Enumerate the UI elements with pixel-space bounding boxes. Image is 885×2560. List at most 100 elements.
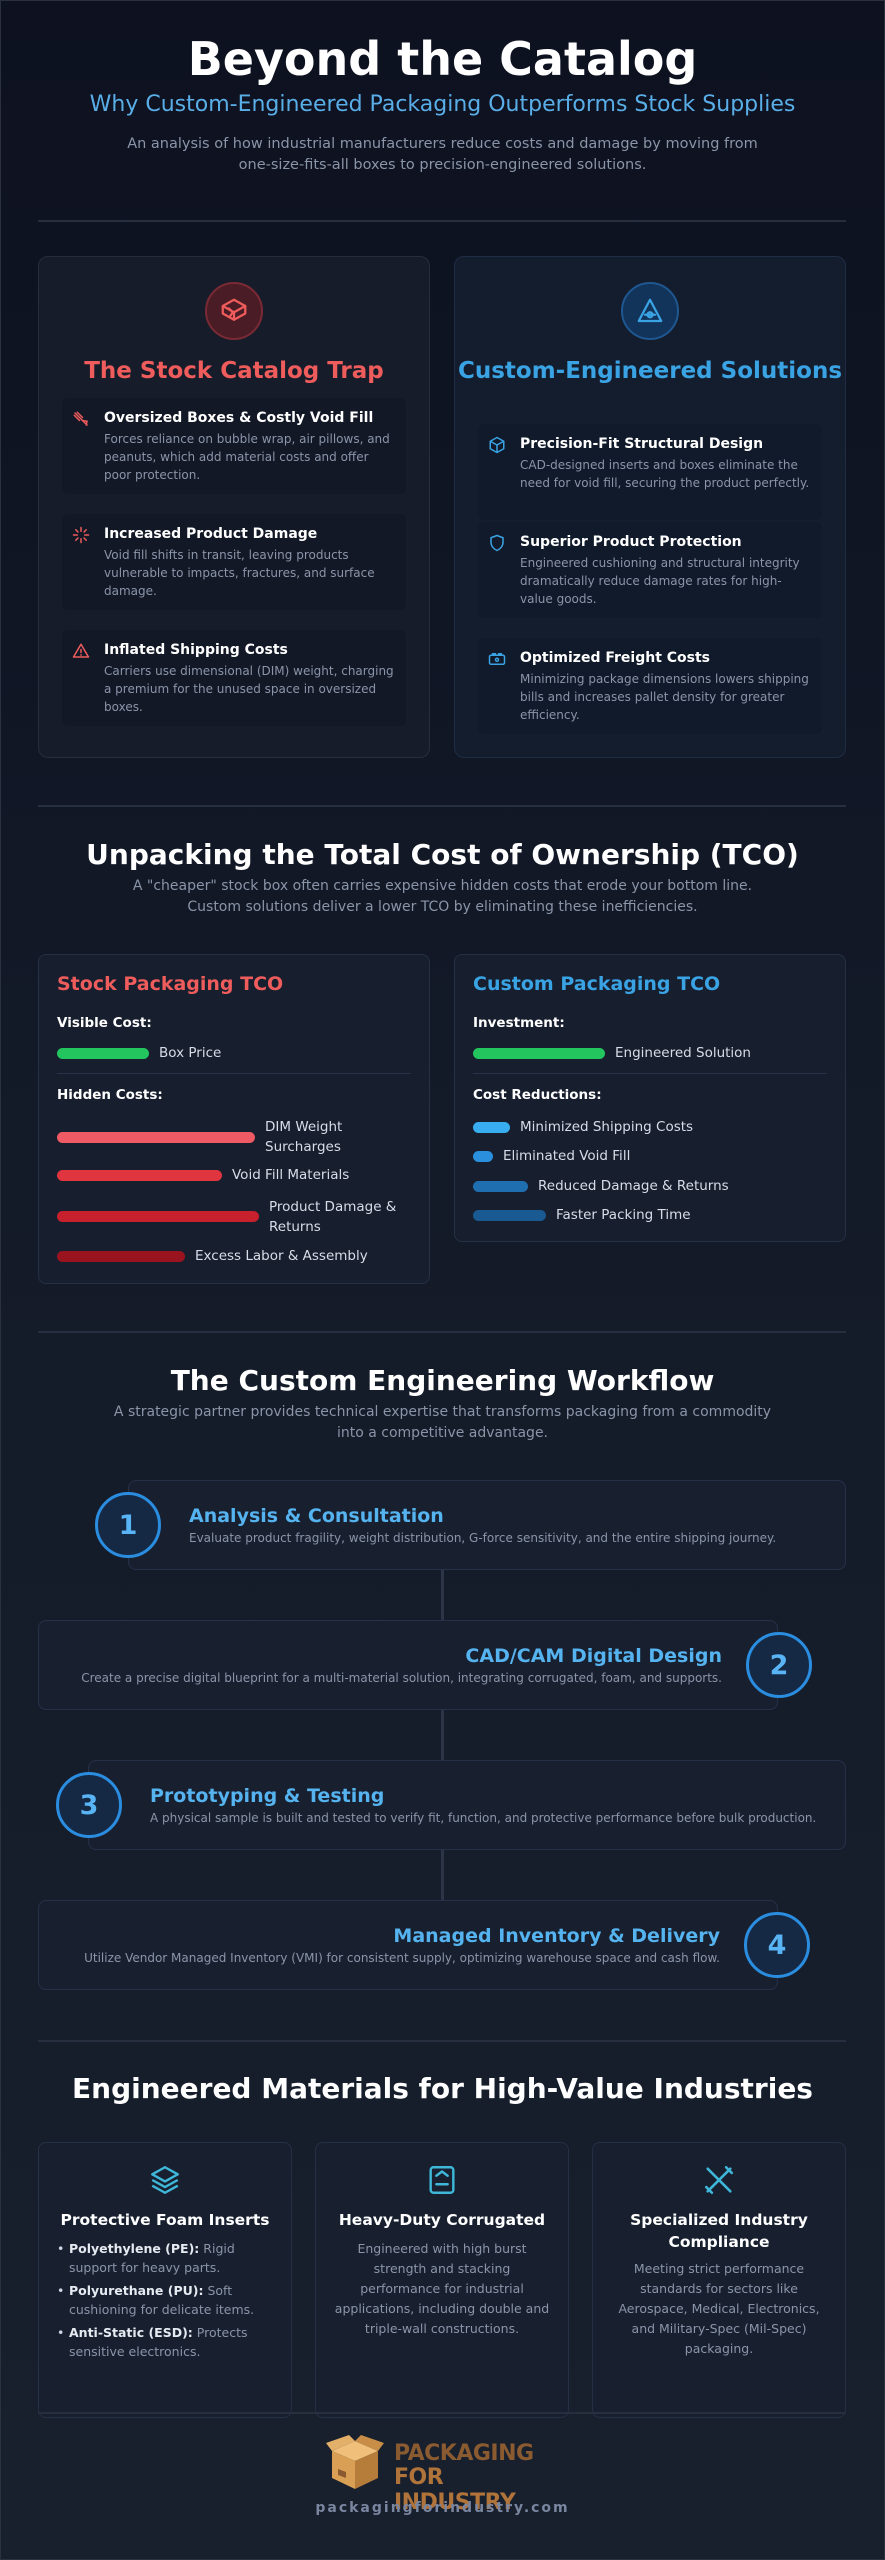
material-title: Specialized Industry Compliance bbox=[630, 2211, 808, 2251]
workflow-title: The Custom Engineering Workflow bbox=[170, 1364, 715, 1397]
stock-catalog-title: The Stock Catalog Trap bbox=[84, 358, 384, 384]
logo-text: FOR INDUSTRY bbox=[394, 2465, 516, 2515]
step-number: 2 bbox=[746, 1632, 812, 1698]
shield-icon bbox=[490, 534, 504, 552]
stock-item-card: Inflated Shipping Costs Carriers use dim… bbox=[62, 630, 406, 726]
workflow-connector bbox=[441, 1570, 444, 1900]
list-item: Polyethylene (PE): Rigid support for hea… bbox=[57, 2239, 277, 2277]
stock-item-card: Oversized Boxes & Costly Void Fill Force… bbox=[62, 398, 406, 494]
material-detail: Protects sensitive electronics. bbox=[69, 2325, 248, 2359]
custom-item-title: Optimized Freight Costs bbox=[520, 650, 711, 666]
truck-icon bbox=[488, 653, 506, 665]
custom-item-desc: Engineered cushioning and structural int… bbox=[520, 556, 800, 606]
intro-text: An analysis of how industrial manufactur… bbox=[127, 136, 758, 173]
cost-bar-label: Minimized Shipping Costs bbox=[520, 1119, 694, 1135]
cost-bar bbox=[473, 1122, 510, 1133]
company-logo[interactable]: PACKAGING FOR INDUSTRY bbox=[324, 2435, 564, 2515]
void-fill-icon bbox=[73, 411, 88, 426]
cost-bar bbox=[57, 1132, 255, 1143]
step-title: Managed Inventory & Delivery bbox=[393, 1925, 720, 1947]
custom-item-card: Precision-Fit Structural Design CAD-desi… bbox=[478, 424, 822, 520]
workflow-step bbox=[38, 1620, 778, 1710]
tco-separator bbox=[473, 1073, 827, 1074]
step-title: Analysis & Consultation bbox=[189, 1505, 444, 1527]
custom-solutions-title: Custom-Engineered Solutions bbox=[457, 358, 843, 384]
material-desc: Meeting strict performance standards for… bbox=[618, 2261, 820, 2356]
cost-bar-label: Void Fill Materials bbox=[232, 1167, 350, 1183]
damage-burst-icon bbox=[72, 526, 90, 544]
hidden-costs-label: Hidden Costs: bbox=[57, 1087, 163, 1103]
page-subtitle: Why Custom-Engineered Packaging Outperfo… bbox=[89, 92, 796, 117]
cube-icon bbox=[489, 436, 505, 454]
step-number: 4 bbox=[744, 1912, 810, 1978]
material-card-corrugated: Heavy-Duty Corrugated Engineered with hi… bbox=[315, 2142, 569, 2418]
material-title: Heavy-Duty Corrugated bbox=[338, 2211, 546, 2229]
material-card-compliance: Specialized Industry Compliance Meeting … bbox=[592, 2142, 846, 2418]
engineering-icon bbox=[621, 282, 679, 340]
stock-tco-title: Stock Packaging TCO bbox=[57, 973, 284, 995]
broken-box-icon bbox=[205, 282, 263, 340]
step-title: CAD/CAM Digital Design bbox=[465, 1645, 722, 1667]
material-detail: Soft cushioning for delicate items. bbox=[69, 2283, 255, 2317]
cost-bar bbox=[473, 1181, 528, 1192]
divider bbox=[38, 220, 846, 222]
workflow-step bbox=[128, 1480, 846, 1570]
page-title: Beyond the Catalog bbox=[187, 32, 698, 86]
stock-item-title: Increased Product Damage bbox=[104, 526, 318, 542]
custom-tco-title: Custom Packaging TCO bbox=[473, 973, 721, 995]
cost-bar-label: Excess Labor & Assembly bbox=[195, 1248, 368, 1264]
stock-item-title: Oversized Boxes & Costly Void Fill bbox=[104, 410, 374, 426]
material-name: Polyethylene (PE): bbox=[69, 2241, 200, 2256]
custom-item-card: Superior Product Protection Engineered c… bbox=[478, 522, 822, 618]
cost-bar-label: Box Price bbox=[159, 1045, 222, 1061]
material-detail: Rigid support for heavy parts. bbox=[69, 2241, 235, 2275]
tco-separator bbox=[57, 1073, 411, 1074]
material-name: Anti-Static (ESD): bbox=[69, 2325, 193, 2340]
custom-item-title: Superior Product Protection bbox=[520, 534, 742, 550]
step-desc: Evaluate product fragility, weight distr… bbox=[189, 1531, 777, 1545]
stock-item-card: Increased Product Damage Void fill shift… bbox=[62, 514, 406, 610]
cost-bar bbox=[473, 1048, 605, 1059]
custom-item-card: Optimized Freight Costs Minimizing packa… bbox=[478, 638, 822, 734]
cost-bar bbox=[473, 1151, 493, 1162]
cost-bar-label: DIM Weight Surcharges bbox=[265, 1119, 343, 1155]
step-desc: A physical sample is built and tested to… bbox=[150, 1811, 817, 1825]
custom-tco-card: Custom Packaging TCO Investment: Enginee… bbox=[454, 954, 846, 1242]
material-desc: Engineered with high burst strength and … bbox=[334, 2241, 550, 2336]
list-item: Polyurethane (PU): Soft cushioning for d… bbox=[57, 2281, 277, 2319]
investment-label: Investment: bbox=[473, 1015, 565, 1031]
box-icon bbox=[316, 2163, 568, 2197]
cost-reductions-label: Cost Reductions: bbox=[473, 1087, 602, 1103]
custom-item-desc: CAD-designed inserts and boxes eliminate… bbox=[520, 458, 810, 490]
cost-bar bbox=[57, 1211, 259, 1222]
cost-bar-label: Faster Packing Time bbox=[556, 1207, 691, 1223]
cost-bar bbox=[57, 1170, 222, 1181]
cost-bar-label: Eliminated Void Fill bbox=[503, 1148, 631, 1164]
warning-icon bbox=[72, 643, 90, 658]
divider bbox=[38, 1331, 846, 1333]
stock-item-desc: Carriers use dimensional (DIM) weight, c… bbox=[104, 664, 394, 714]
logo-text: PACKAGING bbox=[394, 2441, 534, 2466]
workflow-desc: A strategic partner provides technical e… bbox=[113, 1404, 772, 1441]
materials-title: Engineered Materials for High-Value Indu… bbox=[72, 2072, 813, 2105]
layers-icon bbox=[39, 2163, 291, 2197]
stock-item-title: Inflated Shipping Costs bbox=[104, 642, 288, 658]
step-number: 1 bbox=[95, 1492, 161, 1558]
list-item: Anti-Static (ESD): Protects sensitive el… bbox=[57, 2323, 277, 2361]
visible-cost-label: Visible Cost: bbox=[57, 1015, 152, 1031]
custom-item-title: Precision-Fit Structural Design bbox=[520, 436, 764, 452]
cost-bar-label: Reduced Damage & Returns bbox=[538, 1178, 729, 1194]
material-list: Polyethylene (PE): Rigid support for hea… bbox=[57, 2239, 277, 2365]
divider bbox=[38, 2412, 846, 2414]
cost-bar bbox=[473, 1210, 546, 1221]
step-title: Prototyping & Testing bbox=[150, 1785, 385, 1807]
divider bbox=[38, 2040, 846, 2042]
material-card-foam: Protective Foam Inserts Polyethylene (PE… bbox=[38, 2142, 292, 2418]
material-name: Polyurethane (PU): bbox=[69, 2283, 204, 2298]
website-link[interactable]: packagingforindustry.com bbox=[315, 2500, 570, 2516]
tco-title: Unpacking the Total Cost of Ownership (T… bbox=[86, 838, 799, 871]
step-desc: Utilize Vendor Managed Inventory (VMI) f… bbox=[84, 1951, 720, 1965]
cost-bar bbox=[57, 1251, 185, 1262]
stock-item-desc: Void fill shifts in transit, leaving pro… bbox=[104, 548, 375, 598]
stock-item-desc: Forces reliance on bubble wrap, air pill… bbox=[104, 432, 390, 482]
